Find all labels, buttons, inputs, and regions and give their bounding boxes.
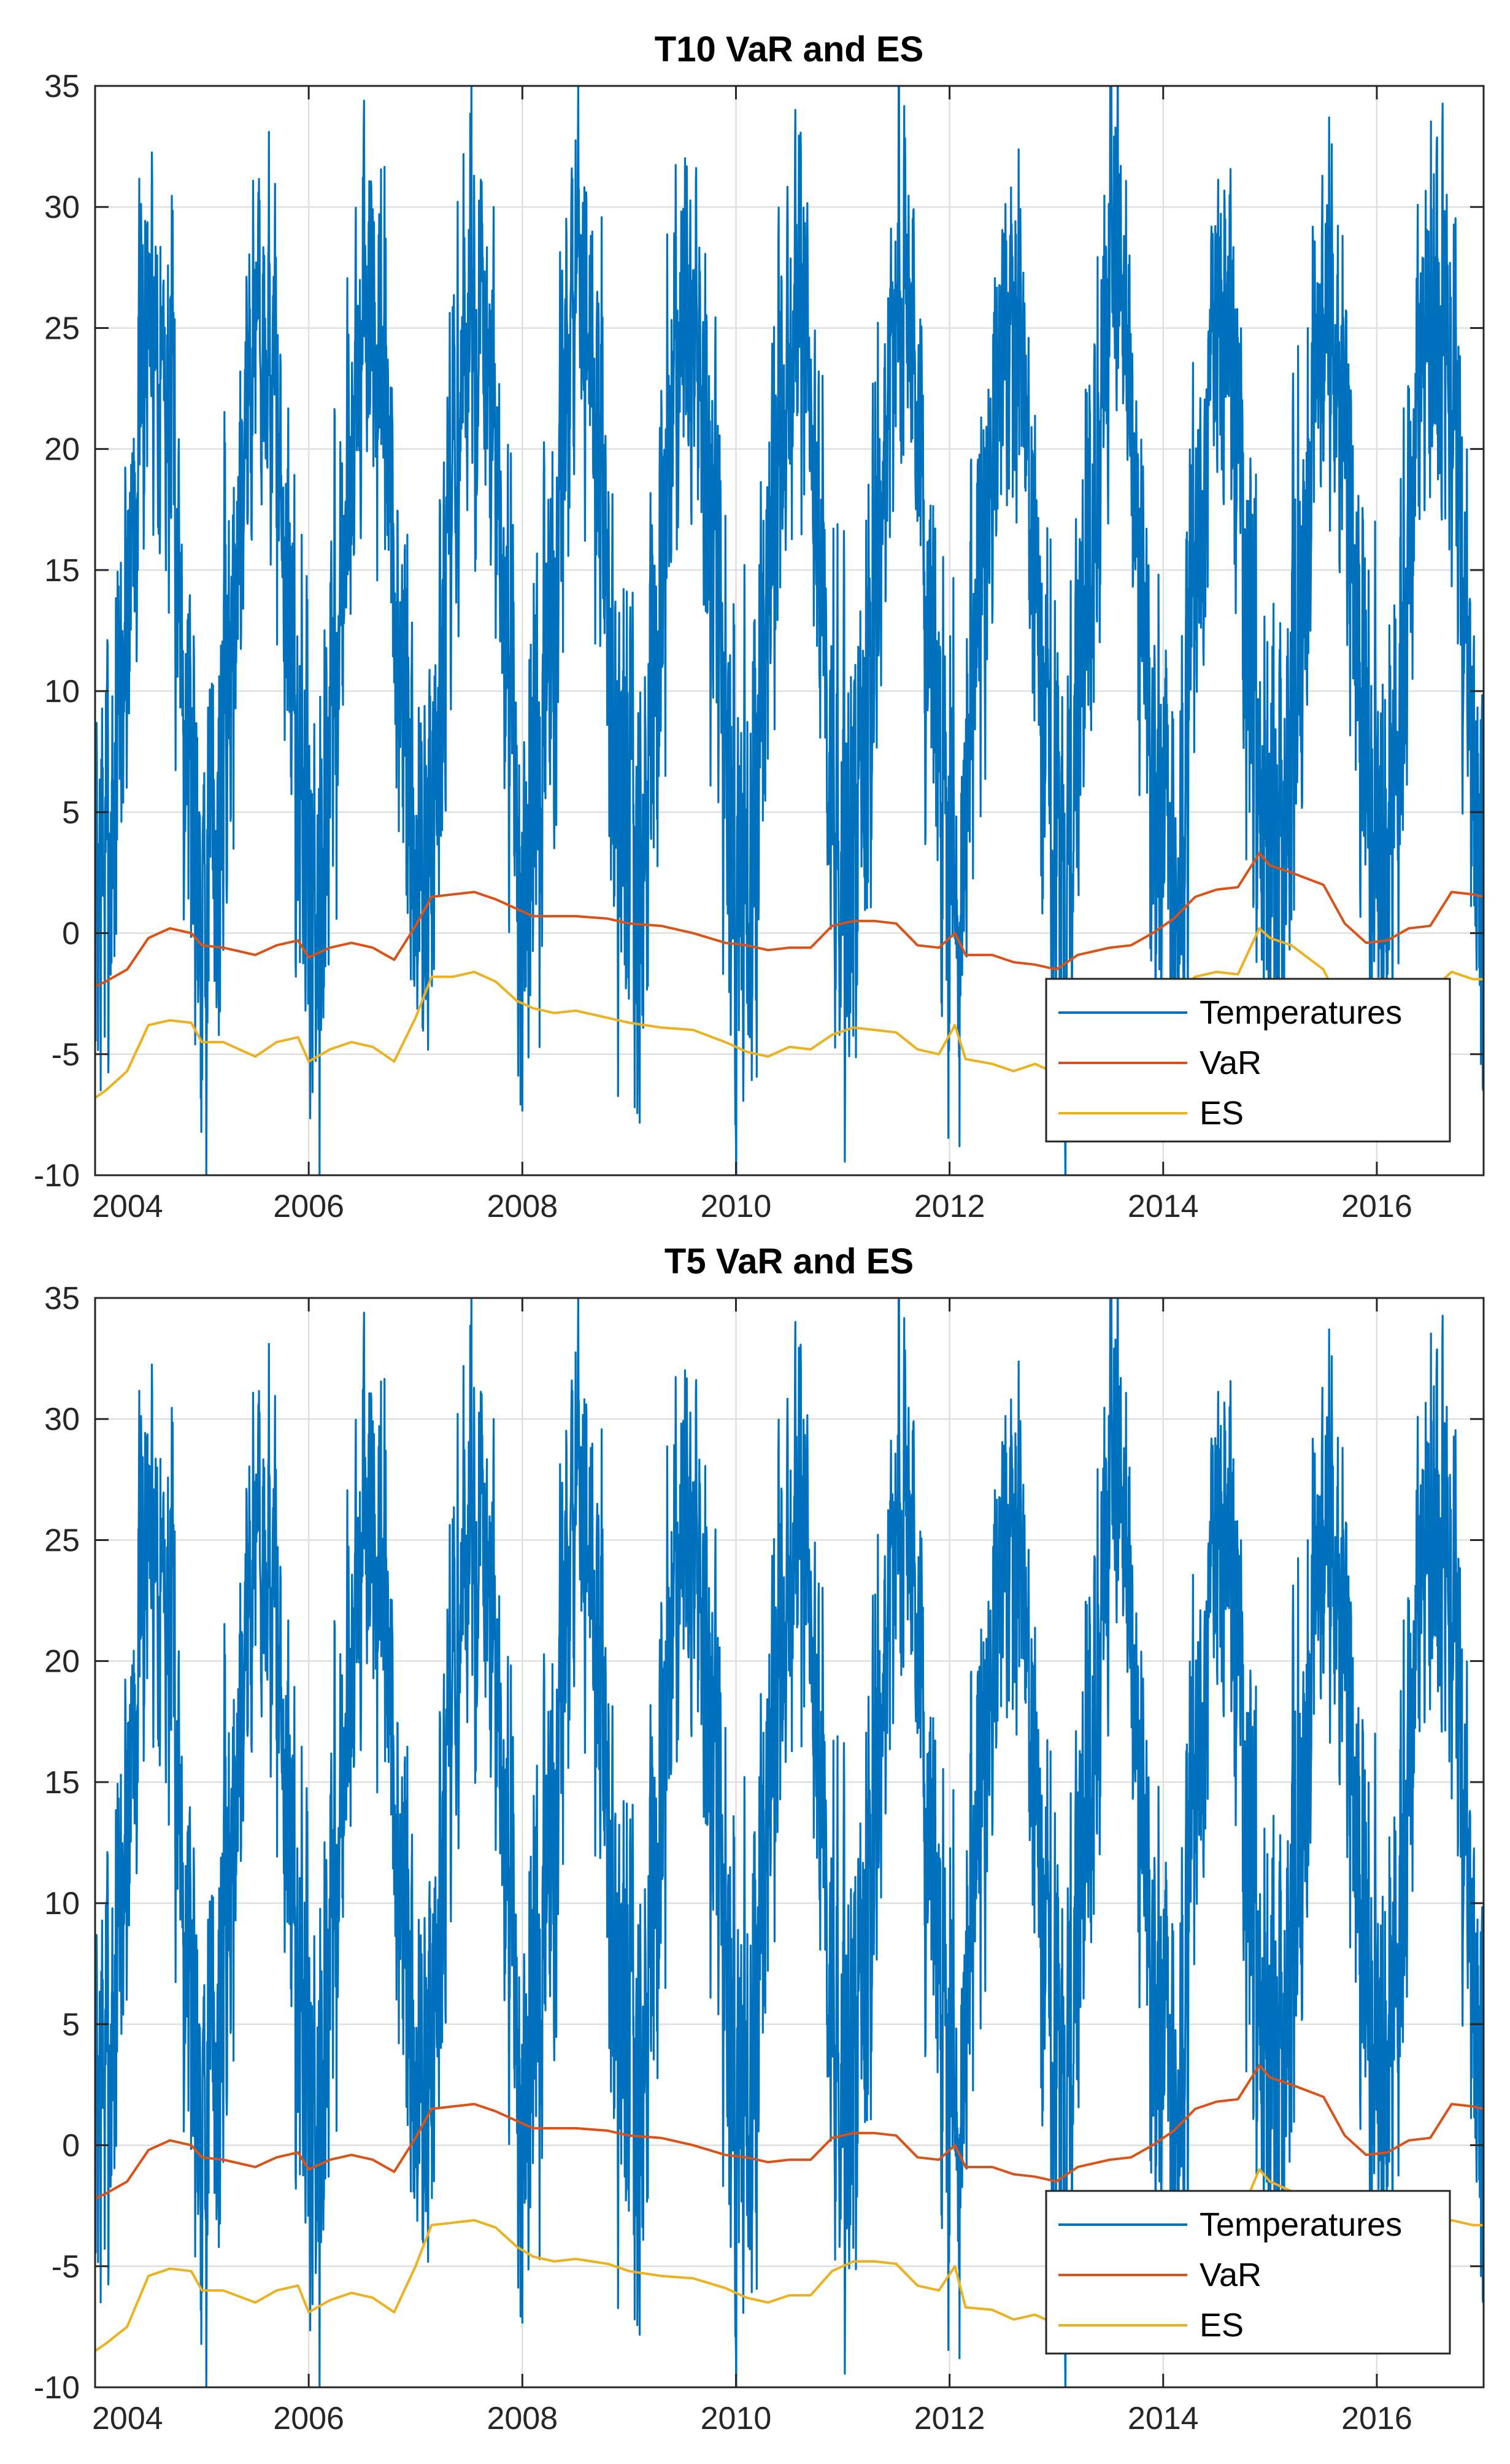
legend: Temperatures VaR ES [1045,2190,1451,2355]
axes-box [94,1297,1485,2389]
series-line-var [95,2064,1484,2200]
x-tick-label: 2010 [701,1189,772,1224]
legend-label-var: VaR [1200,1045,1262,1081]
y-tick-label: 20 [44,1644,80,1680]
y-tick-label: 30 [44,190,80,225]
series-line-temperatures [95,1298,1484,2387]
y-tick-labels: -10 -5 0 5 10 15 20 25 30 35 [34,69,80,1194]
x-tick-label: 2006 [273,2401,344,2436]
y-tick-label: 10 [44,1886,80,1921]
y-tick-label: 25 [44,1523,80,1558]
y-tick-label: 0 [62,916,80,952]
axes-box [94,85,1485,1176]
tick-marks [94,1297,1484,2389]
y-tick-label: 20 [44,432,80,468]
y-tick-label: 5 [62,2007,80,2042]
x-tick-label: 2008 [487,1189,558,1224]
x-tick-label: 2016 [1341,2401,1412,2436]
y-tick-label: 35 [44,1281,80,1316]
series-line-es [95,927,1484,1099]
series-group [95,86,1484,1175]
series-line-es [95,2168,1484,2352]
legend-label-es: ES [1200,2307,1244,2344]
y-tick-labels: -10 -5 0 5 10 15 20 25 30 35 [34,1281,80,2406]
x-tick-label: 2014 [1128,2401,1199,2436]
tick-marks [94,85,1484,1176]
series-line-temperatures [95,86,1484,1175]
x-tick-label: 2006 [273,1189,344,1224]
y-tick-label: 30 [44,1402,80,1437]
x-tick-label: 2014 [1128,1189,1199,1224]
x-tick-label: 2012 [914,2401,985,2436]
x-tick-label: 2010 [701,2401,772,2436]
series-group [95,1298,1484,2387]
y-tick-label: -5 [52,1037,80,1073]
x-tick-labels: 2004 2006 2008 2010 2012 2014 2016 [92,2401,1412,2436]
x-tick-label: 2016 [1341,1189,1412,1224]
y-tick-label: 15 [44,553,80,589]
y-tick-label: -5 [52,2249,80,2285]
y-tick-label: 15 [44,1765,80,1801]
x-tick-label: 2004 [92,1189,163,1224]
chart-t10: -10 -5 0 5 10 15 20 25 30 35 2004 2006 2008 2010 2012… [34,29,1485,1224]
chart-title: T10 VaR and ES [655,29,923,69]
legend-label-temperatures: Temperatures [1200,2206,1402,2243]
y-tick-label: 25 [44,311,80,346]
chart-t5: -10 -5 0 5 10 15 20 25 30 35 2004 2006 2008 2010 2012… [34,1242,1485,2436]
y-tick-label: 10 [44,674,80,709]
y-tick-label: -10 [34,1158,80,1194]
x-tick-label: 2008 [487,2401,558,2436]
x-tick-labels: 2004 2006 2008 2010 2012 2014 2016 [92,1189,1412,1224]
y-tick-label: -10 [34,2370,80,2406]
y-tick-label: 0 [62,2128,80,2164]
legend-label-var: VaR [1200,2257,1262,2293]
series-line-var [95,852,1484,988]
y-tick-label: 35 [44,69,80,104]
y-tick-label: 5 [62,795,80,830]
chart-title: T5 VaR and ES [664,1242,914,1281]
legend-label-temperatures: Temperatures [1200,994,1402,1031]
legend-label-es: ES [1200,1095,1244,1132]
x-tick-label: 2004 [92,2401,163,2436]
x-tick-label: 2012 [914,1189,985,1224]
legend: Temperatures VaR ES [1045,978,1451,1143]
